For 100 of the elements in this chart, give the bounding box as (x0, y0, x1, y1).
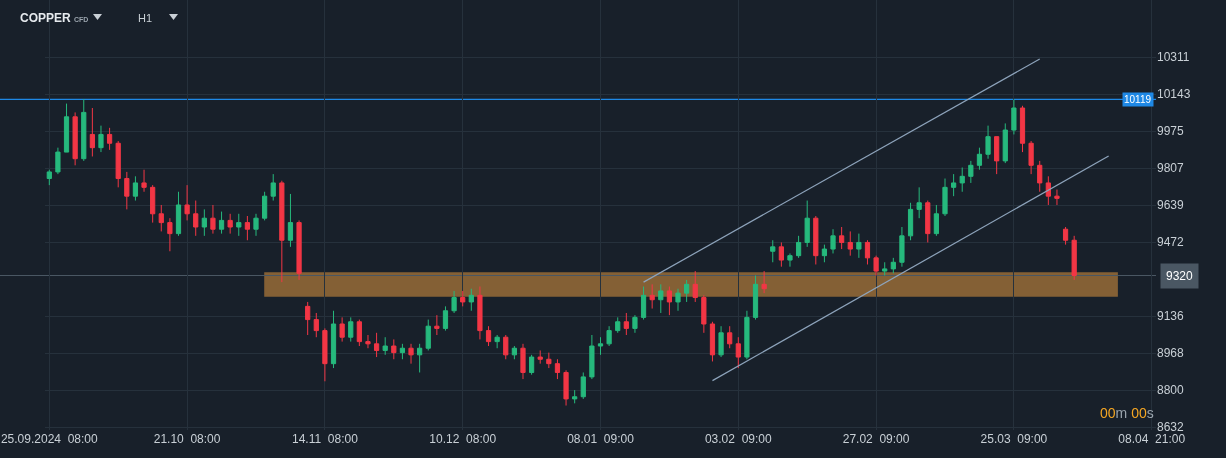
candlestick (1045, 175, 1051, 206)
candlestick (968, 160, 974, 184)
candlestick (666, 286, 673, 316)
candlestick (580, 371, 586, 400)
candlestick (305, 301, 311, 336)
candlestick (985, 125, 991, 160)
y-tick-label: 10311 (1157, 50, 1190, 65)
x-tick-label: 27.02 09:00 (842, 432, 910, 446)
candlestick (468, 288, 474, 312)
candlestick (511, 345, 517, 360)
candlestick (994, 136, 1000, 175)
candlestick (1019, 105, 1026, 153)
candlestick (373, 332, 380, 358)
candlestick (356, 319, 362, 347)
candlestick (236, 213, 242, 237)
x-tick-label: 21.10 08:00 (153, 432, 221, 446)
candlestick (106, 127, 113, 151)
candlestick (425, 319, 431, 351)
candlestick (925, 200, 931, 243)
ref-line-label: 9320 (1166, 269, 1194, 283)
candlestick (804, 200, 810, 248)
candlestick (864, 239, 871, 265)
x-tick-label: 08.04 21:00 (1118, 432, 1186, 446)
candlestick (46, 169, 52, 186)
candlestick (675, 288, 681, 312)
candlestick (1028, 140, 1034, 175)
candlestick (649, 283, 655, 310)
candlestick (976, 147, 983, 171)
candlestick (348, 316, 354, 343)
candlestick (951, 173, 957, 197)
candlestick (1071, 235, 1077, 281)
candlestick (882, 261, 888, 276)
candlestick (184, 184, 190, 221)
candlestick (141, 169, 147, 193)
candlestick (81, 98, 87, 162)
candlestick (98, 125, 104, 153)
candlestick (193, 200, 199, 237)
candlestick (115, 140, 121, 188)
candlestick (606, 325, 612, 347)
candlestick (210, 204, 216, 235)
candlestick (778, 241, 784, 268)
candlestick (528, 354, 535, 376)
candlestick (856, 233, 862, 259)
candlestick (632, 314, 638, 334)
candlestick (795, 235, 802, 259)
candlestick (709, 321, 716, 362)
candlestick (813, 215, 819, 265)
candlestick (658, 283, 664, 314)
candlestick (132, 175, 139, 202)
x-tick-label: 03.02 09:00 (704, 432, 772, 446)
candlestick (365, 334, 371, 349)
candlestick (735, 336, 741, 369)
candlestick (873, 255, 879, 276)
y-tick-label: 8968 (1157, 346, 1185, 361)
candlestick (684, 279, 690, 303)
candlestick (907, 202, 914, 241)
candlestick (554, 358, 561, 380)
candlestick (339, 316, 345, 343)
candlestick (313, 312, 319, 338)
candlestick (821, 244, 828, 263)
candlestick (787, 252, 793, 268)
candlestick (589, 334, 595, 380)
candlestick (1054, 189, 1060, 206)
candlestick (262, 191, 268, 221)
x-tick-label: 25.03 09:00 (980, 432, 1048, 446)
candlestick (175, 191, 182, 237)
candlestick (150, 184, 156, 224)
candlestick (218, 211, 225, 235)
annotation: H1 (138, 12, 153, 24)
candlestick (330, 310, 337, 369)
candlestick (244, 215, 250, 241)
y-tick-label: 8632 (1157, 420, 1185, 435)
candlestick (503, 334, 509, 360)
candlestick (1037, 160, 1043, 193)
candlestick (640, 286, 647, 321)
x-tick-label: 25.09.2024 08:00 (0, 432, 99, 446)
candlestick (916, 186, 922, 219)
candlestick (399, 343, 406, 360)
candlestick (572, 389, 578, 404)
candlestick (597, 336, 604, 356)
candlestick (279, 180, 285, 283)
candlestick (270, 173, 276, 202)
x-tick-label: 08.01 09:00 (567, 432, 635, 446)
candlestick (744, 310, 750, 360)
candlestick (563, 369, 569, 407)
candlestick (451, 290, 457, 314)
candlestick (167, 217, 173, 252)
x-tick-label: 10.12 08:00 (429, 432, 497, 446)
candlestick (72, 111, 78, 166)
y-tick-label: 9472 (1157, 235, 1185, 250)
candlestick (537, 349, 543, 365)
text: COPPER (20, 11, 72, 26)
candlestick (227, 213, 233, 235)
candlestick (701, 294, 707, 334)
candlestick (477, 286, 483, 340)
ref-line-label: 10119 (1124, 94, 1152, 105)
candlestick (959, 167, 965, 193)
y-tick-label: 9975 (1157, 124, 1185, 139)
candlestick (692, 270, 698, 303)
candlestick (158, 204, 164, 232)
